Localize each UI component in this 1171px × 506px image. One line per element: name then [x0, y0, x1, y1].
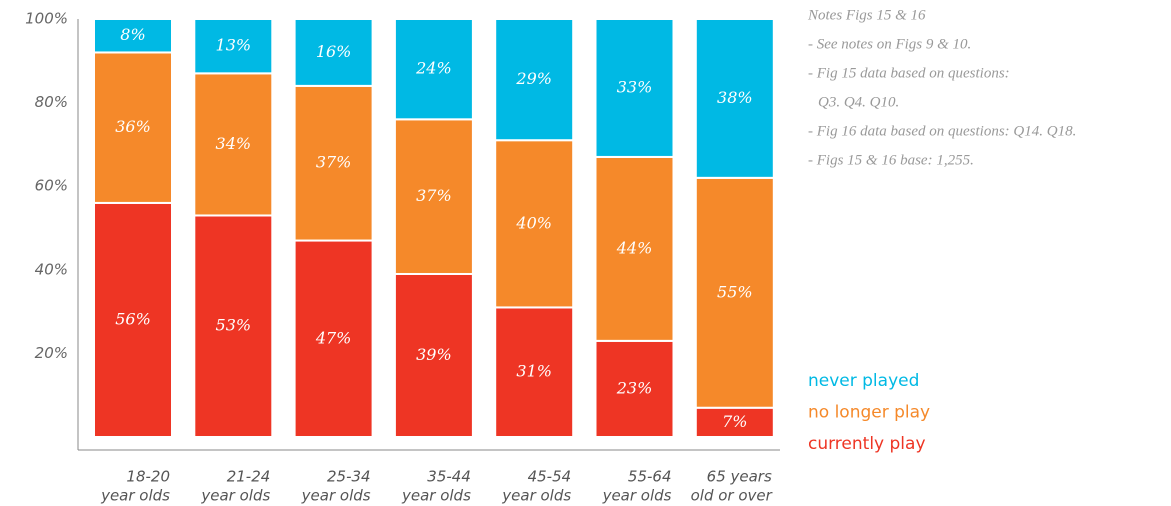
- value-label: 23%: [616, 378, 653, 397]
- value-label: 47%: [315, 328, 352, 347]
- bar-segment: [694, 406, 775, 438]
- bar-segment: [594, 155, 675, 342]
- bar-segment: [293, 18, 374, 87]
- bar-segment: [694, 176, 775, 409]
- value-label: 56%: [115, 309, 151, 328]
- value-label: 38%: [717, 88, 753, 107]
- bar-segment: [594, 339, 675, 438]
- x-tick-label: 25-34: [327, 468, 371, 486]
- value-label: 13%: [216, 36, 252, 55]
- x-tick-label: year olds: [602, 487, 672, 505]
- value-label: 8%: [120, 25, 145, 44]
- bar-segment: [193, 18, 274, 75]
- bar-segment: [494, 139, 575, 309]
- x-tick-label: year olds: [401, 487, 471, 505]
- bar-segment: [93, 201, 173, 438]
- value-label: 33%: [617, 77, 653, 96]
- value-label: 55%: [717, 282, 753, 301]
- note: Notes Figs 15 & 16: [807, 7, 926, 23]
- bar-segment: [594, 18, 675, 158]
- x-tick-label: 65 years: [707, 468, 772, 486]
- value-label: 40%: [515, 213, 552, 232]
- x-tick-label: old or over: [691, 487, 773, 505]
- value-label: 24%: [415, 59, 452, 78]
- y-tick-label: 60%: [35, 177, 68, 195]
- legend-label: no longer play: [808, 403, 930, 423]
- x-tick-label: year olds: [301, 487, 371, 505]
- y-tick-label: 100%: [25, 10, 68, 28]
- y-tick-label: 40%: [35, 260, 68, 278]
- x-tick-label: 18-20: [126, 468, 170, 486]
- bar-segment: [193, 72, 274, 217]
- value-label: 31%: [516, 362, 552, 381]
- x-tick-label: 35-44: [427, 468, 471, 486]
- bar-segment: [293, 84, 374, 242]
- x-tick-label: year olds: [100, 487, 170, 505]
- x-tick-label: year olds: [501, 487, 571, 505]
- bar-segment: [494, 18, 575, 142]
- value-label: 36%: [115, 117, 151, 136]
- legend-label: never played: [808, 371, 919, 391]
- x-tick-label: 55-64: [628, 468, 672, 486]
- value-label: 44%: [616, 238, 653, 257]
- note: - Figs 15 & 16 base: 1,255.: [808, 152, 974, 168]
- note: - See notes on Figs 9 & 10.: [808, 36, 971, 52]
- value-label: 7%: [722, 412, 747, 431]
- x-tick-label: year olds: [200, 487, 270, 505]
- value-label: 53%: [216, 316, 252, 335]
- bar-segment: [93, 18, 173, 54]
- value-label: 37%: [416, 186, 452, 205]
- bar-segment: [193, 214, 274, 438]
- value-label: 34%: [216, 134, 252, 153]
- bar-segment: [393, 118, 474, 275]
- value-label: 37%: [316, 153, 352, 172]
- value-label: 16%: [316, 42, 352, 61]
- note: Q3. Q4. Q10.: [818, 94, 899, 110]
- legend-label: currently play: [808, 434, 926, 454]
- note: - Fig 16 data based on questions: Q14. Q…: [808, 123, 1076, 139]
- value-label: 29%: [515, 69, 552, 88]
- value-label: 39%: [416, 345, 452, 364]
- y-tick-label: 20%: [35, 344, 68, 362]
- note: - Fig 15 data based on questions:: [808, 65, 1010, 81]
- y-tick-label: 80%: [35, 93, 68, 111]
- bar-segment: [694, 18, 775, 179]
- x-tick-label: 45-54: [528, 468, 572, 486]
- x-tick-label: 21-24: [227, 468, 271, 486]
- bar-segment: [293, 239, 374, 438]
- bar-segment: [494, 306, 575, 439]
- bar-segment: [393, 18, 474, 121]
